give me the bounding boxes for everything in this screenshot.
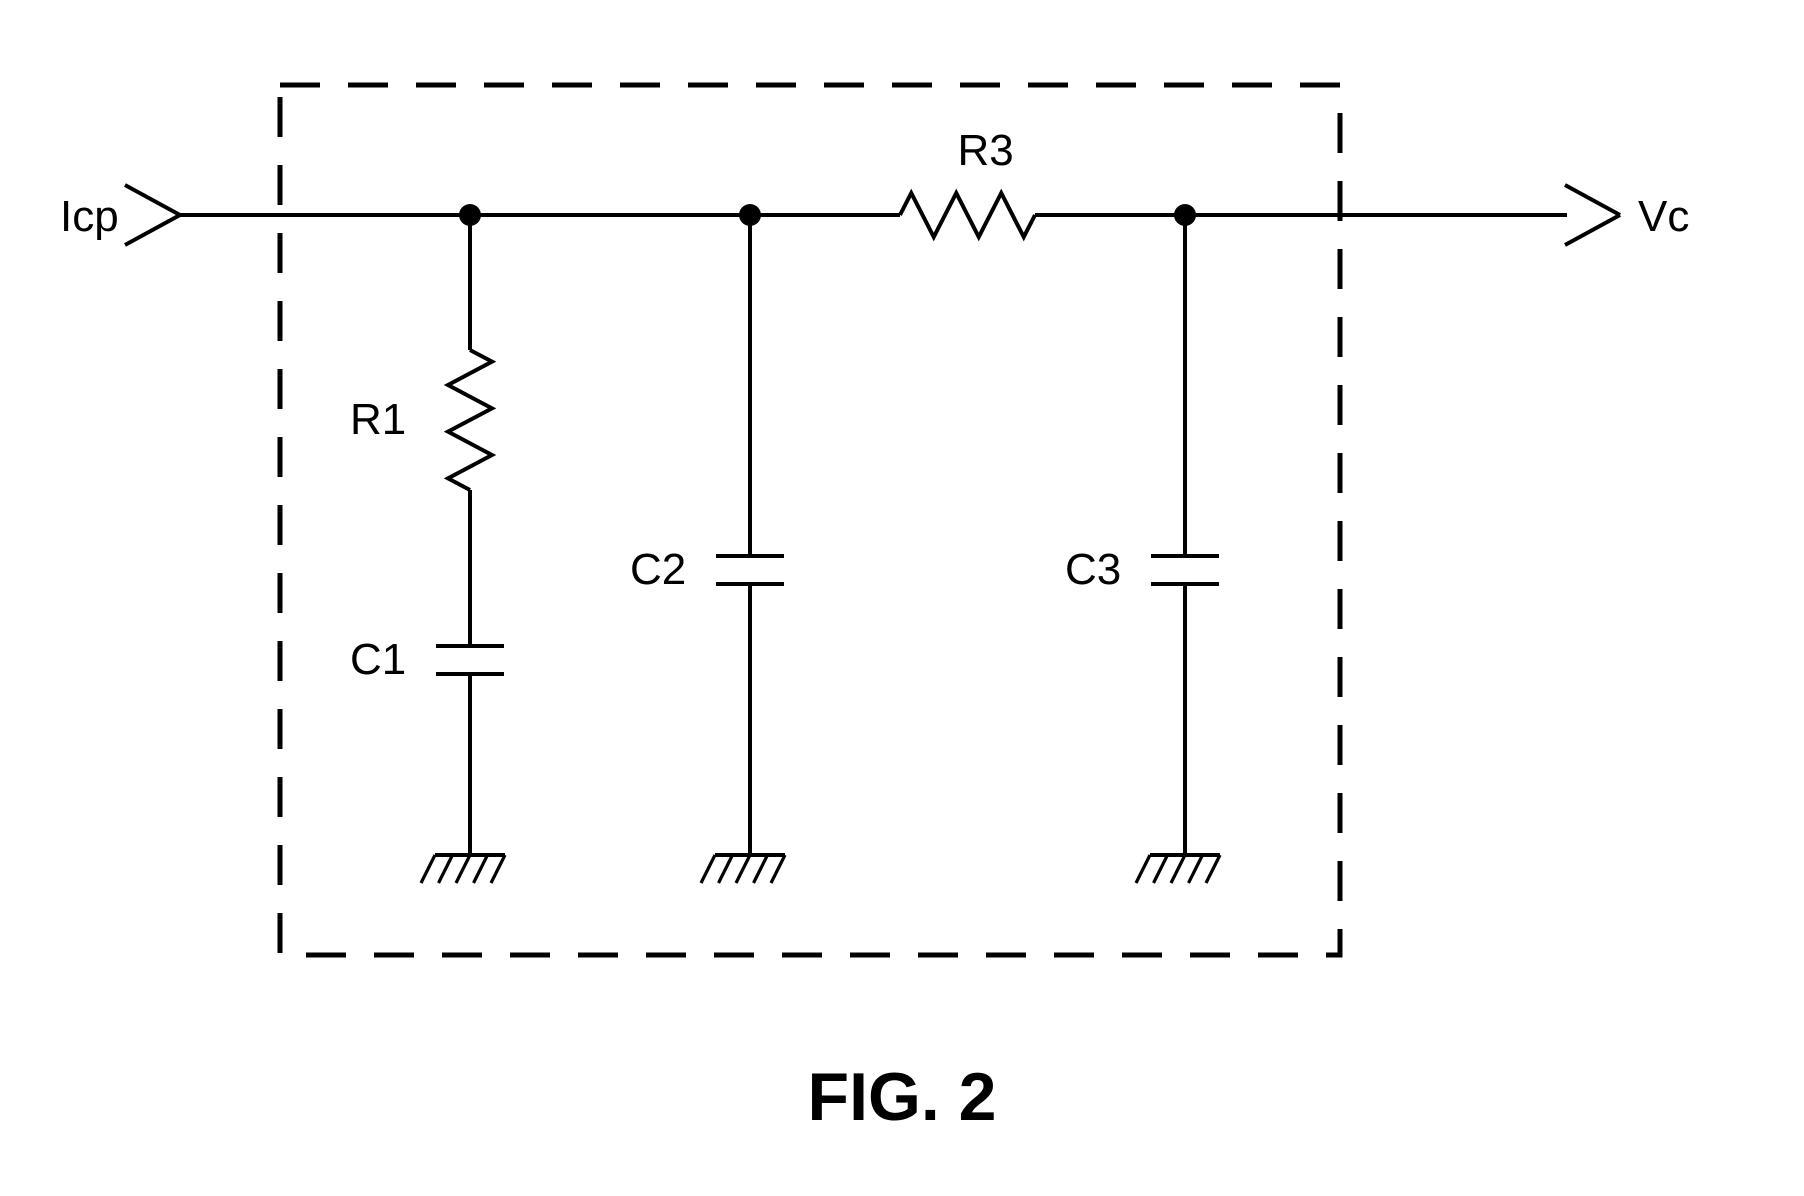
output-label: Vc [1638,192,1689,241]
figure-caption: FIG. 2 [808,1059,997,1135]
c3-label: C3 [1065,545,1121,594]
r3-label: R3 [958,126,1014,175]
r1-label: R1 [350,395,406,444]
resistor [900,193,1035,237]
circuit-diagram: Icp Vc R3 R1 C1 C2 C3 FIG. 2 [0,0,1804,1196]
resistor [448,350,492,490]
c2-label: C2 [630,545,686,594]
c1-label: C1 [350,635,406,684]
input-label: Icp [60,192,119,241]
